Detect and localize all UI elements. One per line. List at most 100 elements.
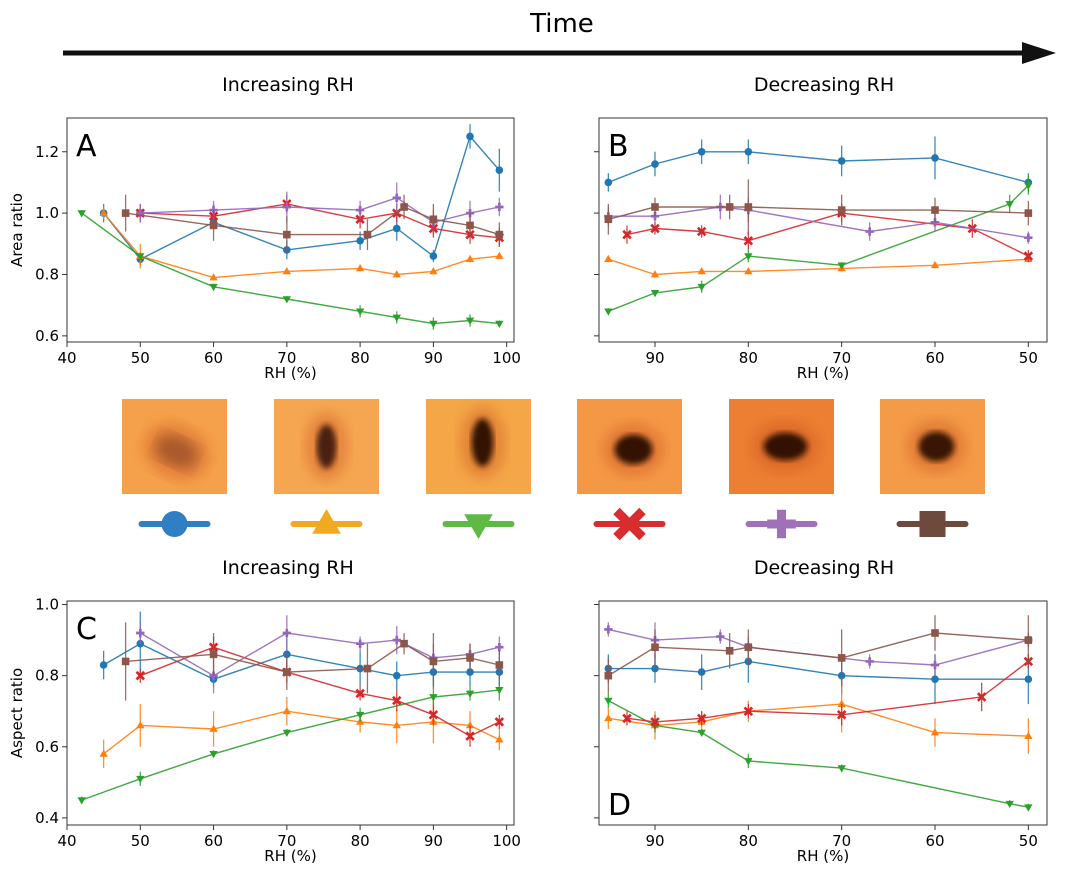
panel-c-series-brown (121, 622, 504, 701)
panel-a-point-blue (429, 252, 438, 260)
panel-a-point-orange (355, 263, 365, 272)
droplet-spot (918, 431, 955, 462)
panel-b-point-green (744, 253, 753, 261)
panel-d-series-blue (604, 640, 1033, 705)
panel-c-point-orange (136, 721, 145, 729)
panel-b-series-green (604, 176, 1033, 316)
legend-marker-x (613, 507, 646, 541)
panel-a-series-red (135, 194, 505, 247)
panel-d-point-red (696, 713, 707, 724)
thumbnail-x (577, 399, 682, 494)
panel-b-point-green (837, 262, 846, 270)
panel-b: 90 80 70 60 50 RH (%) B (594, 117, 1048, 382)
panel-a-point-orange (392, 270, 401, 278)
panel-c-point-brown (121, 657, 130, 666)
panel-b-point-green (1005, 201, 1014, 209)
panel-d-x-tick-label: 80 (739, 832, 758, 850)
panel-a-point-brown (466, 221, 474, 230)
panel-c-x-tick-label: 100 (492, 832, 521, 850)
panel-d-series-green (604, 693, 1033, 812)
panel-b-point-blue (744, 147, 753, 156)
panel-c-point-green (77, 797, 86, 805)
panel-c-series-orange (99, 697, 504, 769)
panel-b-x-tick-label: 60 (925, 349, 944, 367)
panel-a-y-tick-label: 1.0 (35, 204, 59, 222)
panel-b-point-blue (604, 178, 613, 187)
panel-c-y-tick-label: 0.8 (35, 667, 59, 685)
legend-marker-triangle-down (464, 514, 493, 539)
panel-d-point-green (1024, 804, 1033, 812)
panel-b-line-orange (608, 258, 1029, 276)
panel-d-point-purple (930, 660, 940, 670)
panel-b-point-red (696, 226, 707, 237)
panel-d-x-tick-label: 50 (1019, 832, 1038, 850)
panel-a-x-tick-label: 50 (131, 349, 150, 367)
thumbnail-circle (122, 399, 227, 494)
panel-c-point-red (428, 710, 439, 720)
legend-marker-plus (767, 509, 796, 539)
panel-a-point-purple (136, 208, 145, 218)
panel-c-point-orange (209, 724, 218, 732)
top-left-title: Increasing RH (222, 74, 354, 96)
panel-c-x-tick-label: 50 (131, 832, 150, 850)
panel-a-point-blue (356, 236, 364, 245)
thumbnail-square (880, 399, 985, 494)
panel-b-frame (598, 117, 1048, 343)
droplet-spot (155, 435, 198, 468)
panel-c-point-purple (136, 628, 145, 638)
panel-d-letter: D (608, 788, 631, 823)
panel-a-line-purple (140, 197, 500, 224)
panel-c-y-tick-label: 0.4 (35, 809, 59, 827)
panel-a-point-green (392, 314, 401, 322)
panel-a-point-green (355, 308, 365, 316)
panel-c-point-green (209, 751, 218, 759)
panel-a-point-purple (392, 193, 401, 202)
thumbnail-triangle-up (274, 399, 379, 494)
panel-c-frame (66, 600, 515, 826)
panel-a-line-red (140, 203, 500, 239)
legend-marker-square (919, 511, 946, 537)
panel-a-x-tick-label: 60 (204, 349, 223, 367)
panel-b-point-blue (931, 154, 939, 162)
time-arrow (63, 42, 1056, 64)
panel-a-point-green (465, 317, 475, 325)
panel-d-point-green (744, 758, 753, 766)
panel-d-point-brown (604, 671, 613, 680)
time-title: Time (529, 9, 594, 39)
legend-item-square (896, 511, 969, 537)
panel-d-point-red (743, 706, 754, 716)
panel-d-line-blue (608, 660, 1029, 680)
panel-c-point-red (465, 731, 475, 741)
panel-b-point-green (1024, 182, 1033, 190)
panel-b-line-blue (608, 151, 1029, 184)
panel-a-point-brown (209, 221, 218, 230)
panel-a-point-orange (495, 251, 504, 259)
panel-a-point-orange (465, 254, 475, 263)
panel-a-point-green (282, 296, 292, 304)
panel-a-y-tick-label: 0.6 (35, 327, 59, 345)
panel-b-point-red (650, 223, 660, 234)
panel-b-point-red (743, 235, 754, 246)
panel-b-point-orange (697, 267, 706, 275)
panel-c-point-brown (495, 661, 504, 669)
panel-a-line-blue (103, 134, 500, 261)
panel-c-point-blue (99, 661, 108, 669)
panel-a-point-orange (429, 267, 438, 275)
panel-a-letter: A (76, 129, 97, 164)
panel-b-point-orange (650, 270, 660, 278)
panel-d: 90 80 70 60 50 RH (%) D (594, 600, 1048, 865)
panel-d-frame (598, 600, 1048, 826)
panel-d-series-red (622, 654, 1034, 729)
panel-a-x-tick-label: 70 (277, 349, 296, 367)
panel-b-point-green (604, 308, 613, 316)
panel-b-point-orange (930, 260, 940, 269)
panel-b-point-blue (697, 147, 706, 156)
panel-c-line-orange (103, 710, 500, 755)
panel-b-point-brown (1024, 209, 1033, 217)
panel-a-line-orange (103, 212, 500, 279)
panel-d-point-purple (865, 657, 874, 666)
panel-a-point-green (429, 320, 438, 328)
panel-d-x-tick-label: 90 (645, 832, 664, 850)
panel-a-series-blue (99, 124, 504, 266)
panel-b-line-brown (608, 206, 1029, 220)
